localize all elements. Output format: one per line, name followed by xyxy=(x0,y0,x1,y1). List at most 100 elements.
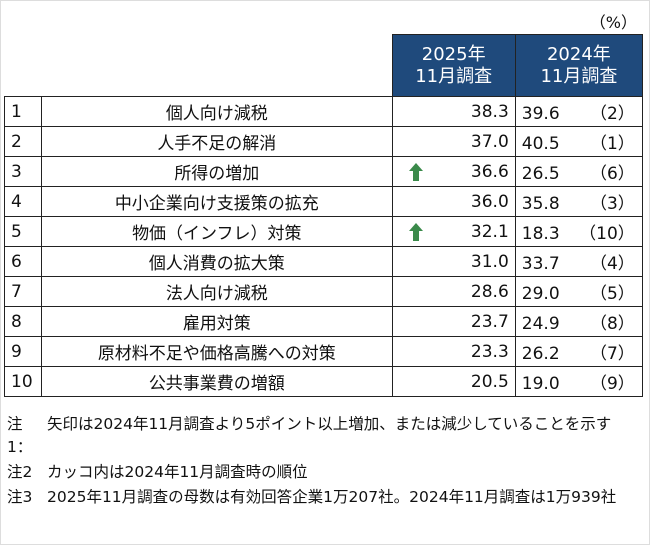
item-cell: 所得の増加 xyxy=(41,156,393,187)
note-item: 注3 2025年11月調査の母数は有効回答企業1万207社。2024年11月調査は… xyxy=(7,486,642,509)
current-value: 36.0 xyxy=(470,191,509,212)
rank-cell: 5 xyxy=(3,216,43,247)
previous-value-cell: 19.0 （9） xyxy=(514,366,644,397)
previous-value: 19.0 xyxy=(521,374,560,394)
previous-value-cell: 18.3 （10） xyxy=(514,216,644,247)
table-row: 6 個人消費の拡大策 31.0 33.7 （4） xyxy=(3,246,644,277)
previous-value: 39.6 xyxy=(521,104,560,124)
current-value: 31.0 xyxy=(470,251,509,272)
current-value-cell: 31.0 xyxy=(391,246,516,277)
up-arrow-icon xyxy=(408,163,423,181)
previous-rank: （2） xyxy=(589,104,635,124)
previous-value: 33.7 xyxy=(521,254,560,274)
notes: 注1： 矢印は2024年11月調査より5ポイント以上増加、または減少していることを… xyxy=(7,413,642,511)
previous-value: 40.5 xyxy=(521,134,560,154)
header-2024: 2024年 11月調査 xyxy=(514,34,644,97)
current-value: 23.3 xyxy=(470,341,509,362)
previous-value-cell: 29.0 （5） xyxy=(514,276,644,307)
table-row: 2 人手不足の解消 37.0 40.5 （1） xyxy=(3,126,644,157)
table-row: 7 法人向け減税 28.6 29.0 （5） xyxy=(3,276,644,307)
current-value: 32.1 xyxy=(470,221,509,242)
previous-value: 18.3 xyxy=(521,224,560,244)
item-cell: 法人向け減税 xyxy=(41,276,393,307)
table-row: 10 公共事業費の増額 20.5 19.0 （9） xyxy=(3,366,644,397)
previous-value-cell: 26.2 （7） xyxy=(514,336,644,367)
header-2025: 2025年 11月調査 xyxy=(391,34,516,97)
previous-rank: （4） xyxy=(589,254,635,274)
current-value-cell: 23.7 xyxy=(391,306,516,337)
header-2024-month: 11月調査 xyxy=(540,65,618,87)
current-value-cell: 36.6 xyxy=(391,156,516,187)
current-value-cell: 28.6 xyxy=(391,276,516,307)
rank-cell: 10 xyxy=(3,366,43,397)
current-value-cell: 37.0 xyxy=(391,126,516,157)
rank-cell: 2 xyxy=(3,126,43,157)
current-value: 37.0 xyxy=(470,131,509,152)
current-value: 20.5 xyxy=(470,371,509,392)
previous-value: 24.9 xyxy=(521,314,560,334)
previous-value-cell: 24.9 （8） xyxy=(514,306,644,337)
header-2025-month: 11月調査 xyxy=(415,65,493,87)
header-row: 2025年 11月調査 2024年 11月調査 xyxy=(4,34,644,97)
note-text: カッコ内は2024年11月調査時の順位 xyxy=(47,463,308,481)
previous-rank: （7） xyxy=(589,344,635,364)
previous-value-cell: 39.6 （2） xyxy=(514,96,644,127)
previous-rank: （10） xyxy=(579,224,635,244)
current-value: 23.7 xyxy=(470,311,509,332)
previous-value-cell: 33.7 （4） xyxy=(514,246,644,277)
previous-rank: （3） xyxy=(589,194,635,214)
previous-rank: （9） xyxy=(589,374,635,394)
previous-value-cell: 40.5 （1） xyxy=(514,126,644,157)
note-item: 注1： 矢印は2024年11月調査より5ポイント以上増加、または減少していることを… xyxy=(7,413,642,459)
previous-rank: （5） xyxy=(589,284,635,304)
previous-value-cell: 35.8 （3） xyxy=(514,186,644,217)
rank-cell: 6 xyxy=(3,246,43,277)
note-item: 注2 カッコ内は2024年11月調査時の順位 xyxy=(7,461,642,484)
previous-rank: （6） xyxy=(589,164,635,184)
current-value-cell: 38.3 xyxy=(391,96,516,127)
current-value-cell: 36.0 xyxy=(391,186,516,217)
rank-cell: 7 xyxy=(3,276,43,307)
previous-value: 29.0 xyxy=(521,284,560,304)
note-label: 注3 xyxy=(7,488,33,506)
table-row: 8 雇用対策 23.7 24.9 （8） xyxy=(3,306,644,337)
rank-cell: 4 xyxy=(3,186,43,217)
current-value-cell: 23.3 xyxy=(391,336,516,367)
unit-label: （%） xyxy=(589,13,637,32)
note-label: 注2 xyxy=(7,463,33,481)
current-value: 36.6 xyxy=(470,161,509,182)
current-value-cell: 32.1 xyxy=(391,216,516,247)
item-cell: 個人向け減税 xyxy=(41,96,393,127)
item-cell: 物価（インフレ）対策 xyxy=(41,216,393,247)
previous-rank: （8） xyxy=(589,314,635,334)
rank-cell: 3 xyxy=(3,156,43,187)
previous-value: 26.5 xyxy=(521,164,560,184)
rank-cell: 1 xyxy=(3,96,43,127)
item-cell: 雇用対策 xyxy=(41,306,393,337)
item-cell: 原材料不足や価格高騰への対策 xyxy=(41,336,393,367)
table-row: 4 中小企業向け支援策の拡充 36.0 35.8 （3） xyxy=(3,186,644,217)
item-cell: 公共事業費の増額 xyxy=(41,366,393,397)
previous-rank: （1） xyxy=(589,134,635,154)
rank-cell: 9 xyxy=(3,336,43,367)
item-cell: 中小企業向け支援策の拡充 xyxy=(41,186,393,217)
item-cell: 人手不足の解消 xyxy=(41,126,393,157)
up-arrow-icon xyxy=(408,223,423,241)
header-2025-year: 2025年 xyxy=(421,43,486,65)
ranking-table: 2025年 11月調査 2024年 11月調査 1 個人向け減税 38.3 39.6… xyxy=(3,34,644,397)
previous-value: 26.2 xyxy=(521,344,560,364)
header-2024-year: 2024年 xyxy=(546,43,611,65)
current-value: 38.3 xyxy=(470,101,509,122)
current-value: 28.6 xyxy=(470,281,509,302)
note-text: 矢印は2024年11月調査より5ポイント以上増加、または減少していることを示す xyxy=(47,415,612,433)
header-blank xyxy=(4,34,393,97)
rank-cell: 8 xyxy=(3,306,43,337)
table-row: 3 所得の増加 36.6 26.5 （6） xyxy=(3,156,644,187)
table-row: 5 物価（インフレ）対策 32.1 18.3 （10） xyxy=(3,216,644,247)
table-row: 1 個人向け減税 38.3 39.6 （2） xyxy=(3,96,644,127)
current-value-cell: 20.5 xyxy=(391,366,516,397)
note-label: 注1： xyxy=(7,415,33,456)
table-row: 9 原材料不足や価格高騰への対策 23.3 26.2 （7） xyxy=(3,336,644,367)
previous-value-cell: 26.5 （6） xyxy=(514,156,644,187)
item-cell: 個人消費の拡大策 xyxy=(41,246,393,277)
